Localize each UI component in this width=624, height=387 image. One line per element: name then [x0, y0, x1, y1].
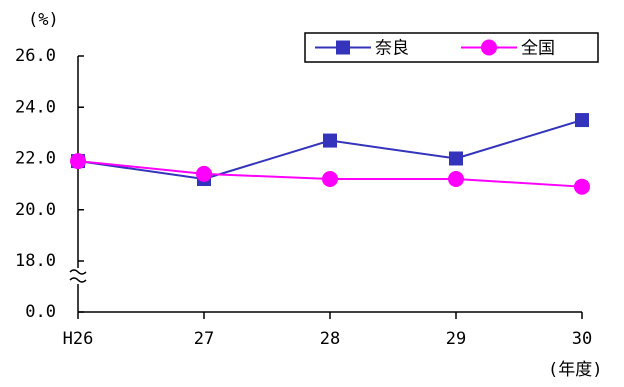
- y-tick-label: 22.0: [15, 149, 56, 169]
- marker: [575, 113, 589, 128]
- legend-label: 奈良: [375, 39, 409, 59]
- marker: [322, 171, 338, 187]
- x-unit: (年度): [548, 360, 602, 380]
- x-tick-label: 30: [572, 329, 592, 349]
- y-tick-label: 20.0: [15, 200, 56, 220]
- x-tick-label: 28: [320, 329, 340, 349]
- marker: [196, 165, 212, 182]
- legend-label: 全国: [521, 39, 555, 59]
- legend-marker: [336, 40, 350, 55]
- y-tick-label: 26.0: [15, 46, 56, 66]
- x-tick-label: 29: [446, 329, 466, 349]
- axis-break-gap: [68, 268, 88, 284]
- x-tick-label: 27: [194, 329, 214, 349]
- legend-marker: [481, 39, 497, 56]
- marker: [449, 151, 463, 166]
- marker: [448, 171, 464, 187]
- marker: [70, 153, 86, 170]
- y-tick-label: 24.0: [15, 97, 56, 117]
- y-tick-label: 0.0: [25, 302, 56, 322]
- series-line: [77, 119, 583, 181]
- marker: [574, 178, 590, 195]
- y-tick-label: 18.0: [15, 251, 56, 271]
- y-unit: (%): [28, 10, 59, 30]
- marker: [323, 133, 337, 148]
- axis-break: [69, 269, 87, 283]
- x-tick-label: H26: [63, 329, 94, 349]
